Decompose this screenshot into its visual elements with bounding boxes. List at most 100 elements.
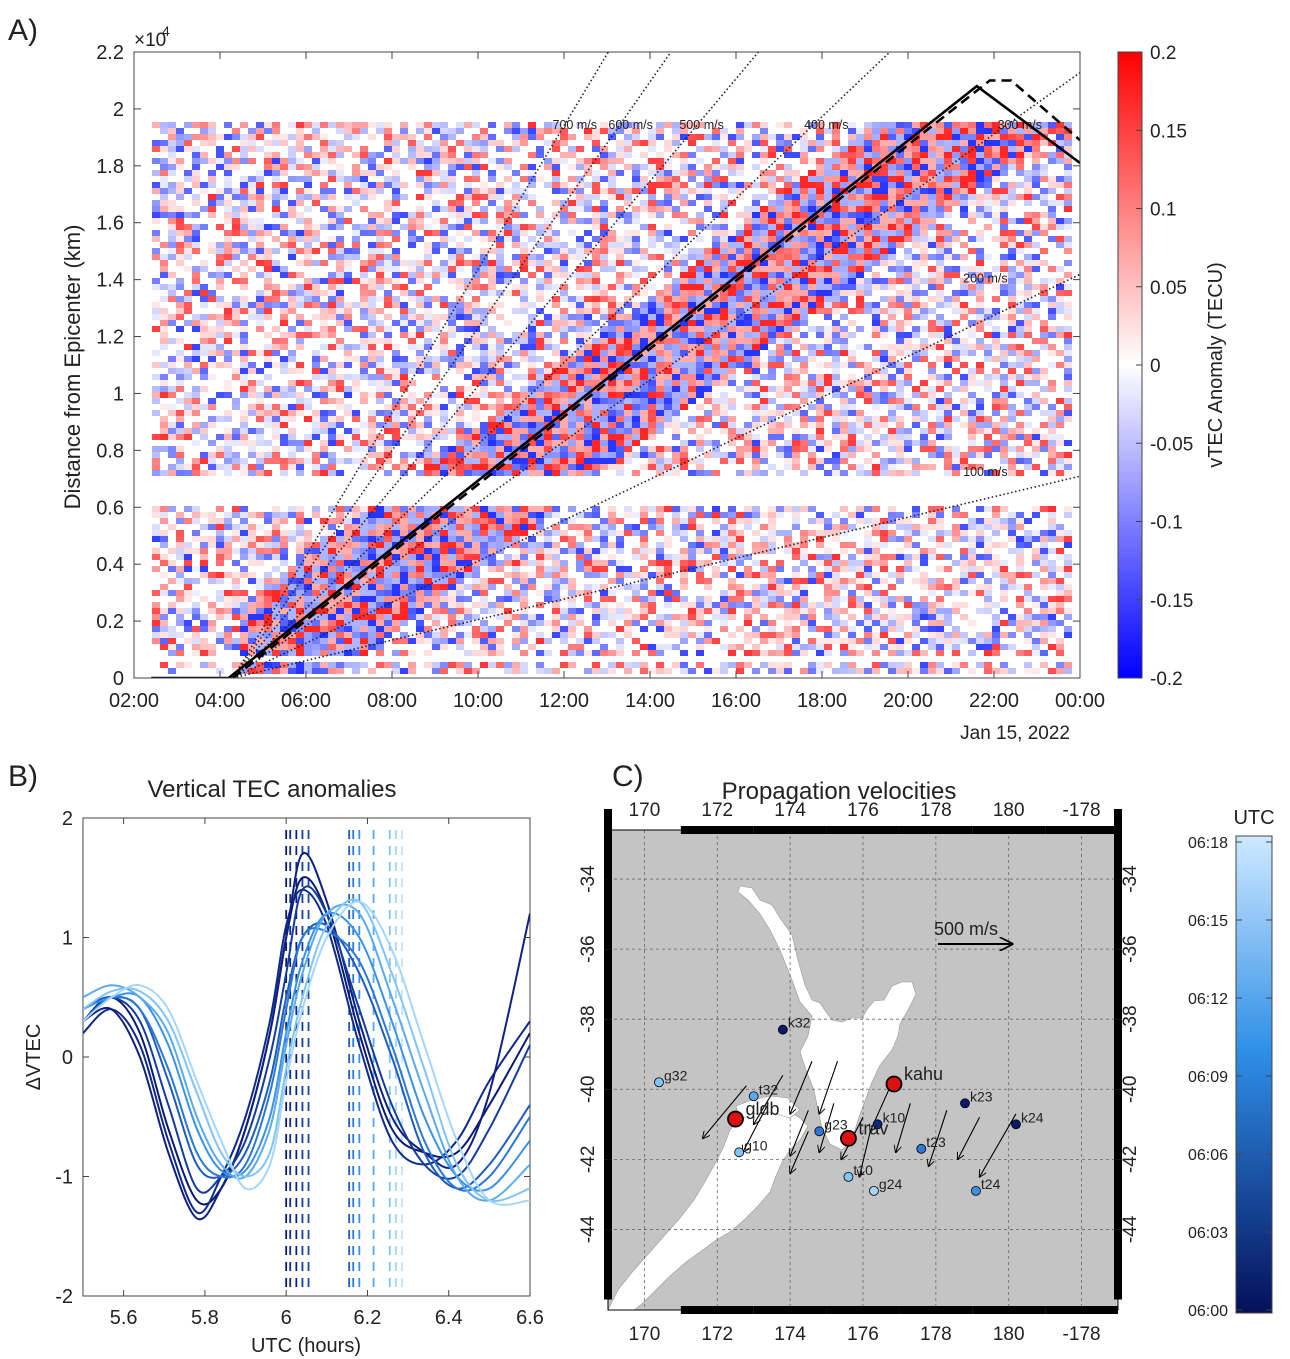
heatmap-cell: [224, 434, 232, 440]
heatmap-cell: [1016, 392, 1024, 398]
heatmap-cell: [864, 212, 872, 218]
heatmap-cell: [592, 128, 600, 134]
heatmap-cell: [824, 212, 832, 218]
heatmap-cell: [864, 368, 872, 374]
heatmap-cell: [928, 170, 936, 176]
heatmap-cell: [632, 182, 640, 188]
heatmap-cell: [872, 200, 880, 206]
heatmap-cell: [728, 260, 736, 266]
heatmap-cell: [224, 230, 232, 236]
heatmap-cell: [376, 410, 384, 416]
heatmap-cell: [752, 386, 760, 392]
heatmap-cell: [432, 410, 440, 416]
heatmap-cell: [1016, 290, 1024, 296]
heatmap-cell: [320, 278, 328, 284]
heatmap-cell: [272, 128, 280, 134]
heatmap-cell: [424, 146, 432, 152]
heatmap-cell: [344, 278, 352, 284]
heatmap-cell: [248, 200, 256, 206]
heatmap-cell: [736, 458, 744, 464]
heatmap-cell: [216, 416, 224, 422]
heatmap-cell: [680, 134, 688, 140]
heatmap-cell: [1056, 398, 1064, 404]
heatmap-cell: [272, 434, 280, 440]
heatmap-cell: [168, 212, 176, 218]
heatmap-cell: [432, 326, 440, 332]
heatmap-cell: [848, 398, 856, 404]
heatmap-cell: [192, 248, 200, 254]
heatmap-cell: [800, 470, 808, 476]
heatmap-cell: [488, 260, 496, 266]
heatmap-cell: [944, 416, 952, 422]
heatmap-cell: [984, 134, 992, 140]
heatmap-cell: [624, 452, 632, 458]
heatmap-cell: [952, 368, 960, 374]
heatmap-cell: [584, 356, 592, 362]
heatmap-cell: [992, 128, 1000, 134]
heatmap-cell: [752, 440, 760, 446]
heatmap-cell: [192, 134, 200, 140]
heatmap-cell: [512, 182, 520, 188]
heatmap-cell: [1056, 422, 1064, 428]
heatmap-cell: [608, 374, 616, 380]
heatmap-cell: [264, 248, 272, 254]
heatmap-cell: [832, 410, 840, 416]
heatmap-cell: [648, 446, 656, 452]
heatmap-cell: [624, 350, 632, 356]
heatmap-cell: [592, 134, 600, 140]
heatmap-cell: [272, 350, 280, 356]
heatmap-cell: [1064, 338, 1072, 344]
heatmap-cell: [592, 464, 600, 470]
heatmap-cell: [496, 224, 504, 230]
heatmap-cell: [744, 308, 752, 314]
heatmap-cell: [344, 206, 352, 212]
heatmap-cell: [224, 164, 232, 170]
heatmap-cell: [480, 356, 488, 362]
heatmap-cell: [848, 158, 856, 164]
heatmap-cell: [240, 380, 248, 386]
heatmap-cell: [968, 200, 976, 206]
heatmap-cell: [440, 236, 448, 242]
heatmap-cell: [224, 356, 232, 362]
heatmap-cell: [976, 284, 984, 290]
heatmap-cell: [1016, 302, 1024, 308]
heatmap-cell: [800, 284, 808, 290]
heatmap-cell: [864, 146, 872, 152]
heatmap-cell: [888, 308, 896, 314]
heatmap-cell: [1024, 230, 1032, 236]
heatmap-cell: [368, 296, 376, 302]
heatmap-cell: [304, 320, 312, 326]
heatmap-cell: [832, 374, 840, 380]
heatmap-cell: [1008, 344, 1016, 350]
heatmap-cell: [1032, 446, 1040, 452]
heatmap-cell: [888, 314, 896, 320]
heatmap-cell: [240, 410, 248, 416]
heatmap-cell: [336, 308, 344, 314]
heatmap-cell: [1024, 368, 1032, 374]
heatmap-cell: [656, 296, 664, 302]
heatmap-cell: [552, 350, 560, 356]
heatmap-cell: [920, 278, 928, 284]
heatmap-cell: [168, 254, 176, 260]
heatmap-cell: [760, 182, 768, 188]
heatmap-cell: [472, 170, 480, 176]
heatmap-cell: [1000, 416, 1008, 422]
heatmap-cell: [224, 212, 232, 218]
heatmap-cell: [240, 272, 248, 278]
heatmap-cell: [400, 314, 408, 320]
heatmap-cell: [504, 128, 512, 134]
heatmap-cell: [152, 230, 160, 236]
heatmap-cell: [520, 338, 528, 344]
heatmap-cell: [552, 170, 560, 176]
heatmap-cell: [472, 416, 480, 422]
heatmap-cell: [304, 398, 312, 404]
heatmap-cell: [384, 296, 392, 302]
heatmap-cell: [256, 296, 264, 302]
heatmap-cell: [240, 140, 248, 146]
heatmap-cell: [192, 122, 200, 128]
heatmap-cell: [912, 194, 920, 200]
heatmap-cell: [1064, 440, 1072, 446]
heatmap-cell: [704, 470, 712, 476]
heatmap-cell: [520, 470, 528, 476]
heatmap-cell: [928, 224, 936, 230]
